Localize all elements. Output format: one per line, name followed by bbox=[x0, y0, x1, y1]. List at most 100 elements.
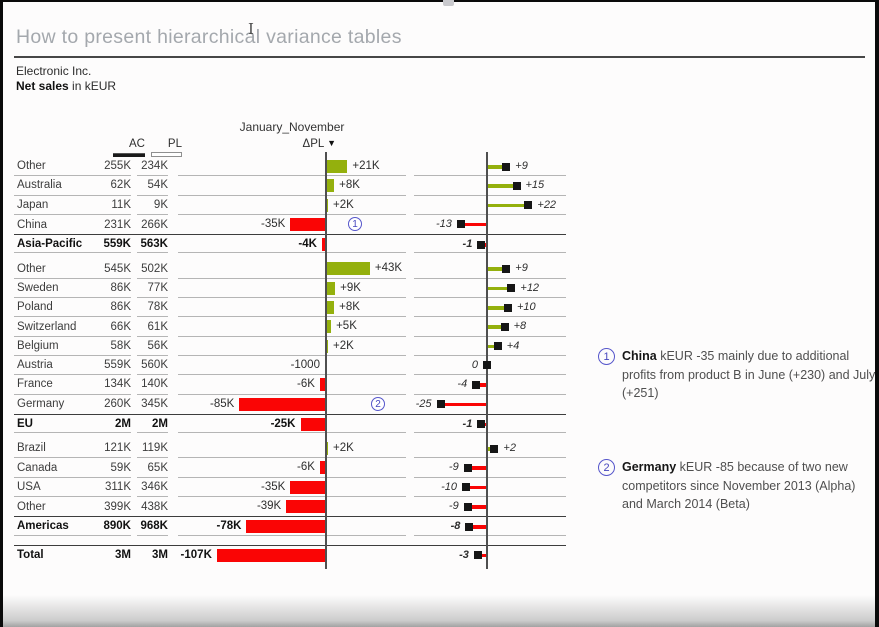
spacer bbox=[406, 215, 414, 234]
spacer bbox=[168, 235, 178, 253]
table-row-asia-pacific[interactable]: Asia-Pacific 559K 563K -4K -1 bbox=[14, 234, 566, 254]
pin-value-label: +4 bbox=[506, 339, 520, 352]
spacer bbox=[168, 298, 178, 317]
pl-value: 234K bbox=[137, 157, 168, 177]
pin-chart-cell: -1 bbox=[414, 415, 566, 434]
delta-value-label: +9K bbox=[340, 281, 361, 294]
table-row-americas[interactable]: Americas 890K 968K -78K -8 bbox=[14, 516, 566, 536]
ac-value: 121K bbox=[92, 439, 131, 459]
row-label: USA bbox=[14, 478, 92, 498]
annotation-2-text: Germany kEUR -85 because of two new comp… bbox=[622, 458, 876, 514]
table-row-usa[interactable]: USA 311K 346K -35K -10 bbox=[14, 478, 566, 498]
ac-value: 890K bbox=[92, 517, 131, 536]
table-row-japan[interactable]: Japan 11K 9K +2K +22 bbox=[14, 196, 566, 215]
column-header-delta-sort[interactable]: ΔPL ▼ bbox=[178, 138, 336, 150]
pin-value-label: +9 bbox=[515, 262, 528, 275]
pin-marker bbox=[477, 420, 486, 429]
table-row-total[interactable]: Total 3M 3M -107K -3 bbox=[14, 544, 566, 564]
delta-value-label: -107K bbox=[180, 548, 212, 561]
pl-value: 968K bbox=[137, 517, 168, 536]
pin-marker bbox=[502, 162, 511, 171]
pin-marker bbox=[507, 284, 516, 293]
row-label: France bbox=[14, 375, 92, 395]
row-label: Australia bbox=[14, 176, 92, 196]
table-row-sweden[interactable]: Sweden 86K 77K +9K +12 bbox=[14, 279, 566, 299]
delta-value-label: -6K bbox=[296, 378, 315, 391]
spacer bbox=[406, 356, 414, 375]
annotation-2-body: kEUR -85 because of two new competitors … bbox=[622, 460, 856, 511]
ac-value: 58K bbox=[92, 337, 131, 356]
negative-variance-bar bbox=[216, 548, 326, 562]
delta-value-label: +2K bbox=[333, 442, 354, 455]
table-row-other[interactable]: Other 545K 502K +43K +9 bbox=[14, 259, 566, 279]
spacer bbox=[168, 478, 178, 497]
delta-bar-cell: +2K bbox=[178, 439, 406, 459]
pl-value: 9K bbox=[137, 196, 168, 215]
table-row-other[interactable]: Other 399K 438K -39K -9 bbox=[14, 497, 566, 516]
pl-value: 502K bbox=[137, 259, 168, 279]
delta-bar-cell: -6K bbox=[178, 375, 406, 395]
delta-bar-cell: +5K bbox=[178, 317, 406, 337]
row-label: Brazil bbox=[14, 439, 92, 459]
table-row-germany[interactable]: Germany 260K 345K -85K 2 -25 bbox=[14, 395, 566, 414]
pin-marker bbox=[477, 240, 486, 249]
spacer bbox=[168, 196, 178, 215]
table-row-belgium[interactable]: Belgium 58K 56K +2K +4 bbox=[14, 337, 566, 356]
pin-chart-cell: +15 bbox=[414, 176, 566, 196]
pin-chart-axis bbox=[486, 152, 488, 569]
pin-chart-cell: -1 bbox=[414, 235, 566, 254]
pin-chart-cell: +12 bbox=[414, 279, 566, 299]
player-chrome-bar[interactable] bbox=[3, 595, 875, 627]
pl-value: 345K bbox=[141, 398, 168, 411]
ac-value: 231K bbox=[104, 218, 131, 231]
delta-value-label: -35K bbox=[261, 480, 286, 493]
pin-value-label: +2 bbox=[503, 442, 516, 455]
table-row-austria[interactable]: Austria 559K 560K -1000 0 bbox=[14, 356, 566, 376]
table-row-australia[interactable]: Australia 62K 54K +8K +15 bbox=[14, 176, 566, 196]
annotation-1-body: kEUR -35 mainly due to additional profit… bbox=[622, 349, 876, 400]
spacer bbox=[168, 176, 178, 195]
pin-chart-cell: -9 bbox=[414, 497, 566, 516]
pl-value: 119K bbox=[137, 439, 168, 459]
sort-descending-icon[interactable]: ▼ bbox=[327, 138, 336, 148]
pin-marker bbox=[472, 380, 481, 389]
measure-label: Net sales in kEUR bbox=[16, 79, 116, 93]
pin-value-label: -8 bbox=[450, 520, 461, 533]
table-row-china[interactable]: China 231K 266K -35K 1 -13 bbox=[14, 215, 566, 234]
delta-bar-cell: -25K bbox=[178, 415, 406, 434]
negative-pin-line bbox=[444, 402, 487, 407]
table-row-brazil[interactable]: Brazil 121K 119K +2K +2 bbox=[14, 439, 566, 459]
column-header-ac: AC bbox=[129, 138, 145, 150]
table-row-other[interactable]: Other 255K 234K +21K +9 bbox=[14, 157, 566, 177]
table-row-eu[interactable]: EU 2M 2M -25K -1 bbox=[14, 413, 566, 434]
spacer bbox=[168, 375, 178, 394]
table-row-poland[interactable]: Poland 86K 78K +8K +10 bbox=[14, 298, 566, 318]
pl-value: 140K bbox=[137, 375, 168, 395]
positive-variance-bar bbox=[326, 301, 335, 315]
ac-value: 260K bbox=[104, 398, 131, 411]
table-row-canada[interactable]: Canada 59K 65K -6K -9 bbox=[14, 458, 566, 478]
spacer bbox=[168, 259, 178, 278]
page-title: How to present hierarchical variance tab… bbox=[16, 26, 402, 48]
positive-pin-line bbox=[487, 306, 504, 310]
negative-variance-bar bbox=[286, 500, 326, 514]
column-header-delta: ΔPL bbox=[302, 138, 324, 150]
pin-value-label: -10 bbox=[441, 480, 457, 493]
ac-value: 59K bbox=[92, 458, 131, 478]
pl-value: 560K bbox=[137, 356, 168, 376]
spacer bbox=[406, 497, 414, 516]
pin-value-label: -25 bbox=[415, 397, 432, 410]
pin-marker bbox=[502, 264, 511, 273]
spacer bbox=[168, 497, 178, 516]
top-notch bbox=[443, 0, 454, 6]
spacer bbox=[406, 375, 414, 394]
annotation-1-text: China kEUR -35 mainly due to additional … bbox=[622, 347, 876, 403]
table-row-switzerland[interactable]: Switzerland 66K 61K +5K +8 bbox=[14, 317, 566, 337]
positive-variance-bar bbox=[326, 198, 329, 212]
spacer bbox=[406, 517, 414, 535]
delta-bar-cell: -35K 1 bbox=[178, 215, 406, 234]
spacer bbox=[168, 415, 178, 433]
positive-variance-bar bbox=[326, 339, 329, 353]
ac-actual-underline bbox=[113, 153, 145, 157]
table-row-france[interactable]: France 134K 140K -6K -4 bbox=[14, 375, 566, 395]
